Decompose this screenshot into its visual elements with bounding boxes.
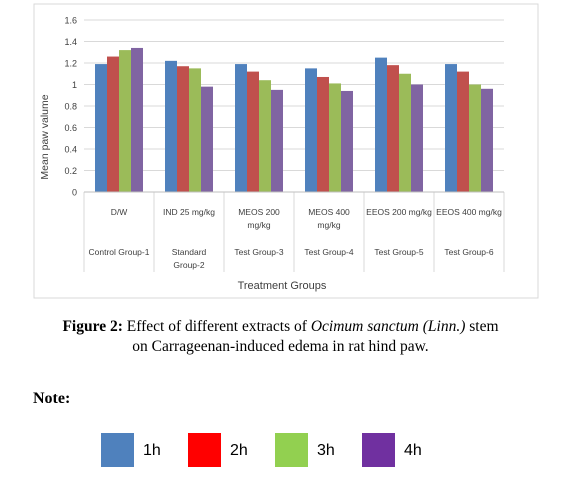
bar-4h-2	[201, 86, 213, 192]
x-tick-label: IND 25 mg/kg	[163, 207, 215, 217]
bar-4h-4	[341, 90, 353, 192]
bar-2h-5	[387, 65, 399, 192]
group-label: Standard	[172, 247, 207, 257]
legend-label-4h: 4h	[404, 442, 422, 459]
legend-swatch-1h	[101, 433, 134, 467]
caption-text-after: stem	[465, 318, 499, 335]
bar-3h-5	[399, 73, 411, 192]
group-label: Test Group-5	[374, 247, 423, 257]
y-axis-ticks: 0 0.2 0.4 0.6 0.8 1 1.2 1.4 1.6	[64, 16, 77, 198]
legend-label-3h: 3h	[317, 442, 335, 459]
y-tick-label: 1	[72, 80, 77, 90]
y-tick-label: 0.6	[64, 123, 77, 133]
legend-swatch-2h	[188, 433, 221, 467]
bar-chart: 0 0.2 0.4 0.6 0.8 1 1.2 1.4 1.6 D/W Control Group…	[33, 3, 539, 299]
bar-1h-4	[305, 68, 317, 192]
bar-2h-2	[177, 66, 189, 192]
group-label: Test Group-6	[444, 247, 493, 257]
legend-label-1h: 1h	[143, 442, 161, 459]
x-axis-categories: D/W Control Group-1 IND 25 mg/kg Standard Gr…	[83, 191, 505, 272]
bar-1h-1	[95, 64, 107, 192]
bar-2h-3	[247, 71, 259, 192]
bar-3h-1	[119, 50, 131, 192]
bar-1h-6	[445, 64, 457, 192]
bar-1h-2	[165, 60, 177, 192]
y-tick-label: 1.6	[64, 16, 77, 26]
bars	[95, 47, 493, 193]
group-label-line2: Group-2	[173, 260, 204, 270]
x-axis-label: Treatment Groups	[238, 280, 327, 292]
bar-3h-2	[189, 68, 201, 192]
bar-2h-1	[107, 56, 119, 192]
x-tick-label-line2: mg/kg	[317, 220, 340, 230]
bar-4h-6	[481, 88, 493, 192]
bar-1h-3	[235, 64, 247, 192]
caption-text-before: Effect of different extracts of	[122, 318, 311, 335]
bar-4h-3	[271, 89, 283, 192]
bar-2h-4	[317, 76, 329, 192]
bar-3h-6	[469, 84, 481, 192]
legend-swatch-4h	[362, 433, 395, 467]
x-tick-label: MEOS 200	[238, 207, 280, 217]
y-tick-label: 0.4	[64, 145, 77, 155]
x-tick-label-line2: mg/kg	[247, 220, 270, 230]
legend-label-2h: 2h	[230, 442, 248, 459]
x-tick-label: MEOS 400	[308, 207, 350, 217]
x-tick-label: EEOS 200 mg/kg	[366, 207, 432, 217]
figure-label: Figure 2:	[62, 318, 123, 335]
x-tick-label: D/W	[111, 207, 128, 217]
bar-3h-4	[329, 83, 341, 192]
y-tick-label: 0	[72, 188, 77, 198]
y-axis-label: Mean paw valume	[39, 94, 51, 179]
caption-species: Ocimum sanctum (Linn.)	[310, 318, 466, 335]
bar-3h-3	[259, 80, 271, 192]
figure-caption-line2: on Carrageenan-induced edema in rat hind…	[132, 338, 429, 355]
group-label: Test Group-4	[304, 247, 353, 257]
bar-2h-6	[457, 71, 469, 192]
x-tick-label: EEOS 400 mg/kg	[436, 207, 502, 217]
y-tick-label: 1.2	[64, 59, 77, 69]
bar-4h-1	[131, 47, 143, 193]
legend-swatch-3h	[275, 433, 308, 467]
bar-1h-5	[375, 57, 387, 192]
y-tick-label: 1.4	[64, 37, 77, 47]
group-label: Control Group-1	[89, 247, 150, 257]
y-tick-label: 0.2	[64, 166, 77, 176]
figure-caption-line1: Figure 2: Effect of different extracts o…	[0, 318, 561, 336]
group-label: Test Group-3	[234, 247, 283, 257]
bar-4h-5	[411, 84, 423, 192]
note-heading: Note:	[33, 390, 71, 407]
y-tick-label: 0.8	[64, 102, 77, 112]
